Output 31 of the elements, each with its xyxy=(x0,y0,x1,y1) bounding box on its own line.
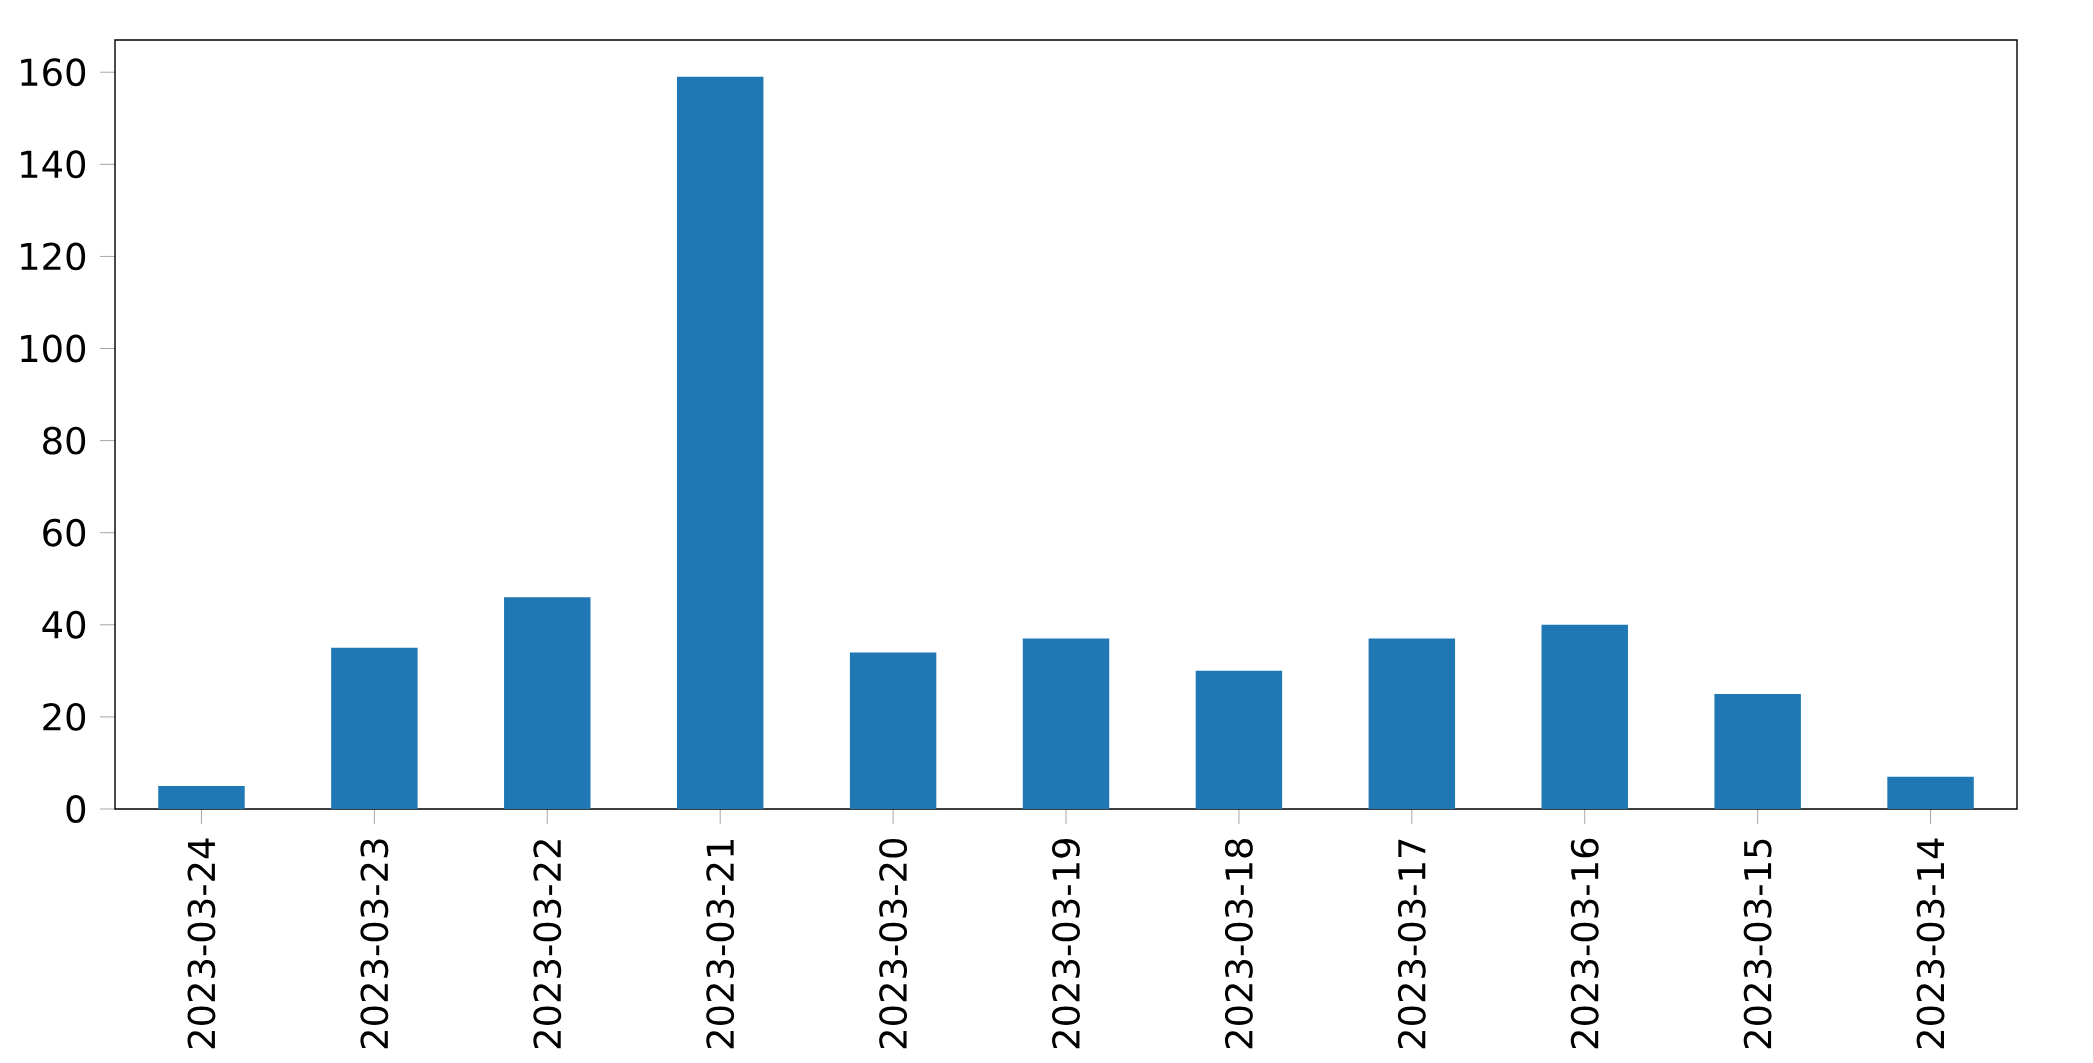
bar xyxy=(504,597,591,810)
bar xyxy=(331,648,418,810)
bar xyxy=(158,786,245,810)
bar xyxy=(849,652,937,810)
y-tick-label: 80 xyxy=(43,426,86,455)
y-tick-label: 40 xyxy=(42,611,86,639)
x-tick-label: 2023-03-21 xyxy=(706,840,735,1049)
y-tick-label: 60 xyxy=(43,518,86,547)
y-tick-label: 160 xyxy=(21,58,86,87)
y-tick-label: 140 xyxy=(21,150,86,179)
bar xyxy=(1541,625,1628,810)
bar xyxy=(676,77,764,810)
bar xyxy=(1887,776,1974,810)
y-tick-label: 0 xyxy=(66,795,86,824)
bar xyxy=(1714,694,1801,810)
x-tick-label: 2023-03-23 xyxy=(360,839,389,1049)
x-tick-label: 2023-03-16 xyxy=(1570,839,1599,1049)
bar xyxy=(1368,638,1456,810)
bar xyxy=(1195,671,1283,810)
x-tick-label: 2023-03-24 xyxy=(187,838,216,1049)
y-tick-label: 120 xyxy=(21,242,86,271)
x-tick-label: 2023-03-17 xyxy=(1397,839,1426,1049)
y-tick-label: 100 xyxy=(21,334,86,363)
x-tick-label: 2023-03-14 xyxy=(1916,838,1945,1049)
x-tick-label: 2023-03-18 xyxy=(1224,839,1253,1049)
y-tick-label: 20 xyxy=(43,703,86,732)
x-tick-label: 2023-03-15 xyxy=(1743,839,1772,1049)
x-tick-label: 2023-03-19 xyxy=(1052,839,1080,1049)
x-tick-label: 2023-03-20 xyxy=(879,839,908,1049)
x-tick-label: 2023-03-22 xyxy=(533,840,562,1049)
bar xyxy=(1022,638,1110,810)
